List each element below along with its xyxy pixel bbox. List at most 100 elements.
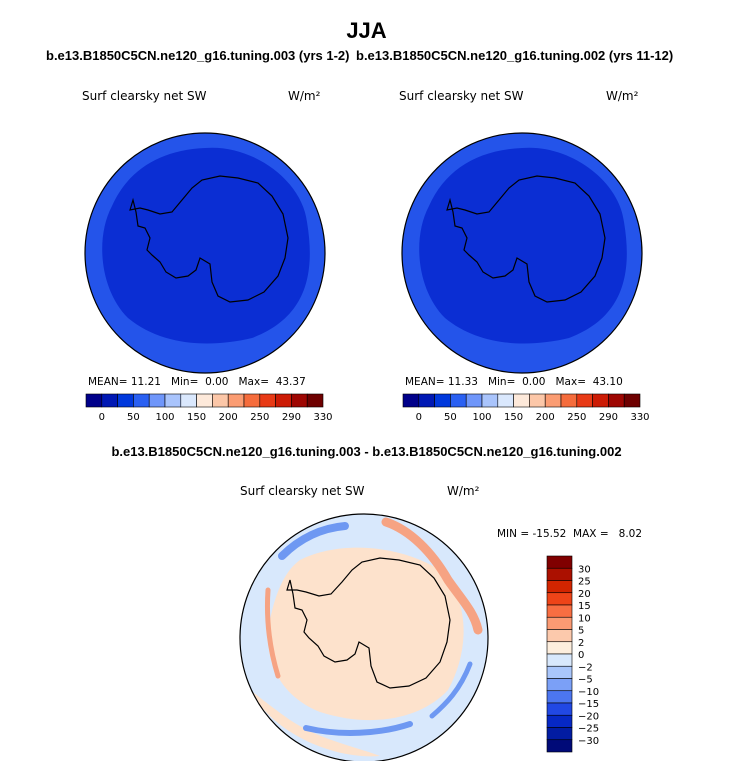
colorbar-left-box bbox=[101, 393, 118, 408]
min-label-right: Min= bbox=[487, 376, 516, 388]
colorbar-left-box bbox=[227, 393, 245, 408]
colorbar-right-tick-label: 150 bbox=[504, 412, 523, 423]
colorbar-left-tick-label: 50 bbox=[127, 412, 140, 423]
colorbar-left-tick-label: 290 bbox=[282, 412, 301, 423]
ocean-inner-region-left bbox=[102, 147, 310, 344]
colorbar-diff-tick-label: 0 bbox=[578, 650, 584, 661]
colorbar-diff-box bbox=[546, 555, 573, 569]
colorbar-right-tick-label: 250 bbox=[567, 412, 586, 423]
colorbar-diff-box bbox=[546, 629, 573, 643]
colorbar-left-box bbox=[180, 393, 197, 408]
colorbar-diff-tick-label: −15 bbox=[578, 699, 599, 710]
colorbar-left-box bbox=[133, 393, 150, 408]
map-border-left bbox=[84, 132, 326, 374]
colorbar-right-box bbox=[402, 393, 420, 408]
colorbar-right-box bbox=[513, 393, 530, 408]
diff-positive-region bbox=[268, 547, 464, 721]
mean-label-left: MEAN= bbox=[88, 376, 128, 388]
colorbar-right-box bbox=[544, 393, 562, 408]
diff-title: b.e13.B1850C5CN.ne120_g16.tuning.003 - b… bbox=[111, 444, 622, 459]
colorbar-right-box bbox=[481, 393, 499, 408]
colorbar-right-box bbox=[560, 393, 578, 408]
colorbar-left-tick-label: 200 bbox=[219, 412, 238, 423]
ocean-inner-region-right bbox=[419, 147, 627, 344]
colorbar-left-tick-label: 100 bbox=[155, 412, 174, 423]
units-label-diff: W/m² bbox=[447, 484, 480, 498]
diff-max-value: 8.02 bbox=[618, 528, 643, 540]
colorbar-diff-box bbox=[546, 580, 573, 594]
colorbar-left-tick-label: 150 bbox=[187, 412, 206, 423]
colorbar-left-tick-label: 330 bbox=[313, 412, 332, 423]
stats-diff: MIN = -15.52 MAX = 8.02 bbox=[497, 528, 642, 540]
map-border-right bbox=[401, 132, 643, 374]
colorbar-diff-tick-label: −10 bbox=[578, 687, 599, 698]
stats-right: MEAN= 11.33 Min= 0.00 Max= 43.10 bbox=[405, 376, 623, 388]
colorbar-left-tick-label: 0 bbox=[99, 412, 105, 423]
colorbar-diff-box bbox=[546, 690, 573, 704]
colorbar-right-box bbox=[465, 393, 483, 408]
mean-label-right: MEAN= bbox=[405, 376, 445, 388]
colorbar-right-box bbox=[623, 393, 641, 408]
colorbar-right-box bbox=[592, 393, 609, 408]
max-label-left: Max= bbox=[238, 376, 269, 388]
diff-min-label: MIN = bbox=[497, 528, 530, 540]
min-label-left: Min= bbox=[170, 376, 199, 388]
mean-value-left: 11.21 bbox=[130, 376, 161, 388]
colorbar-right-box bbox=[497, 393, 514, 408]
units-label-left: W/m² bbox=[288, 89, 321, 103]
diff-positive-outer-band bbox=[250, 690, 380, 757]
colorbar-right-box bbox=[608, 393, 625, 408]
colorbar-left-box bbox=[85, 393, 103, 408]
diff-min-value: -15.52 bbox=[532, 528, 567, 540]
colorbar-diff-box bbox=[546, 592, 573, 606]
case-title-left: b.e13.B1850C5CN.ne120_g16.tuning.003 (yr… bbox=[46, 48, 350, 63]
colorbar-diff-tick-label: −30 bbox=[578, 736, 599, 747]
max-value-right: 43.10 bbox=[592, 376, 623, 388]
variable-label-right: Surf clearsky net SW bbox=[399, 89, 524, 103]
diff-blue-band-north bbox=[278, 522, 349, 560]
colorbar-diff-box bbox=[546, 678, 573, 692]
colorbar-left-box bbox=[117, 393, 134, 408]
colorbar-right-box bbox=[450, 393, 467, 408]
colorbar-left-box bbox=[275, 393, 292, 408]
min-value-right: 0.00 bbox=[522, 376, 546, 388]
colorbar-right-box bbox=[434, 393, 451, 408]
colorbar-diff-tick-label: 30 bbox=[578, 564, 591, 575]
colorbar-right-box bbox=[529, 393, 546, 408]
variable-label-diff: Surf clearsky net SW bbox=[240, 484, 365, 498]
units-label-right: W/m² bbox=[606, 89, 639, 103]
colorbar-diff-tick-label: 20 bbox=[578, 589, 591, 600]
colorbar-diff-box bbox=[546, 714, 573, 728]
stats-left: MEAN= 11.21 Min= 0.00 Max= 43.37 bbox=[88, 376, 306, 388]
antarctica-coastline-diff bbox=[286, 557, 451, 689]
colorbar-left-box bbox=[164, 393, 182, 408]
colorbar-diff-box bbox=[546, 616, 573, 630]
diff-blue-band-south bbox=[303, 721, 413, 736]
colorbar-diff-box bbox=[546, 702, 573, 716]
colorbar-diff-tick-label: 25 bbox=[578, 577, 591, 588]
colorbar-left-box bbox=[259, 393, 276, 408]
colorbar-diff-box bbox=[546, 653, 573, 667]
colorbar-diff-tick-label: 10 bbox=[578, 613, 591, 624]
colorbar-left-box bbox=[196, 393, 213, 408]
colorbar-left-box bbox=[243, 393, 261, 408]
colorbar-right-tick-label: 330 bbox=[630, 412, 649, 423]
antarctica-coastline-left bbox=[129, 175, 289, 303]
colorbar-left-box bbox=[306, 393, 324, 408]
colorbar-diff-tick-label: −5 bbox=[578, 675, 593, 686]
polar-map-difference bbox=[239, 513, 489, 761]
colorbar-diff-tick-label: 2 bbox=[578, 638, 584, 649]
colorbar-right-box bbox=[418, 393, 435, 408]
colorbar-right: 0 50 100 150 200 250 290 330 bbox=[402, 393, 650, 423]
diff-red-band-west bbox=[265, 587, 281, 679]
colorbar-diff-tick-label: −2 bbox=[578, 662, 593, 673]
case-title-right: b.e13.B1850C5CN.ne120_g16.tuning.002 (yr… bbox=[356, 48, 674, 63]
colorbar-left-box bbox=[148, 393, 166, 408]
diff-max-label: MAX = bbox=[573, 528, 609, 540]
colorbar-diff-box bbox=[546, 739, 573, 753]
variable-label-left: Surf clearsky net SW bbox=[82, 89, 207, 103]
colorbar-diff-box bbox=[546, 727, 573, 741]
colorbar-right-tick-label: 0 bbox=[416, 412, 422, 423]
